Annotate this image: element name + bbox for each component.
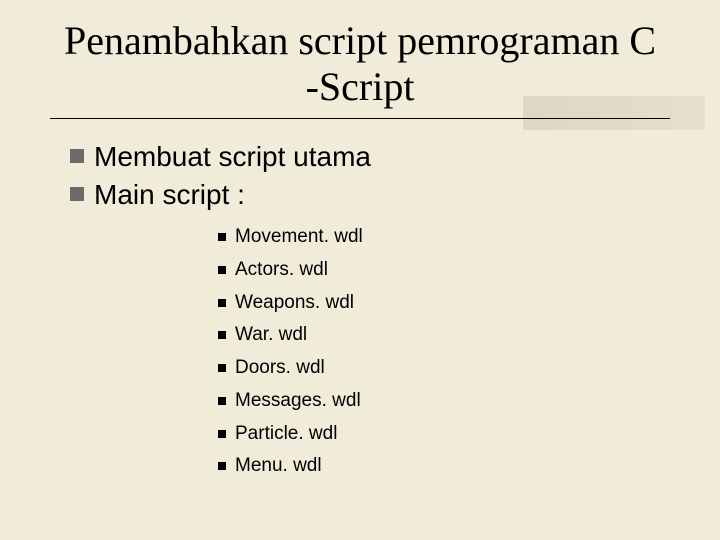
title-line-1: Penambahkan script pemrograman C [64, 18, 656, 63]
title-underline [50, 118, 670, 119]
list-item-text: Particle. wdl [235, 422, 337, 446]
list-item: Weapons. wdl [218, 291, 670, 315]
square-bullet-icon [218, 364, 226, 372]
square-bullet-icon [218, 462, 226, 470]
square-bullet-icon [218, 430, 226, 438]
square-bullet-icon [218, 299, 226, 307]
list-item-text: Movement. wdl [235, 225, 363, 249]
list-item-text: Weapons. wdl [235, 291, 354, 315]
list-item: Actors. wdl [218, 258, 670, 282]
list-item-text: Actors. wdl [235, 258, 328, 282]
list-item: Menu. wdl [218, 454, 670, 478]
list-item: War. wdl [218, 323, 670, 347]
list-item: Doors. wdl [218, 356, 670, 380]
body-content: Membuat script utama Main script : Movem… [70, 140, 670, 487]
list-item: Membuat script utama [70, 140, 670, 174]
list-item-text: Membuat script utama [94, 140, 371, 174]
square-bullet-icon [218, 233, 226, 241]
list-item: Particle. wdl [218, 422, 670, 446]
list-item: Main script : [70, 178, 670, 212]
square-bullet-icon [70, 149, 84, 163]
list-item: Messages. wdl [218, 389, 670, 413]
list-item-text: War. wdl [235, 323, 307, 347]
sub-list: Movement. wdl Actors. wdl Weapons. wdl W… [218, 225, 670, 478]
title-line-2: -Script [306, 64, 415, 109]
list-item-text: Menu. wdl [235, 454, 322, 478]
square-bullet-icon [70, 187, 84, 201]
slide: Penambahkan script pemrograman C -Script… [0, 0, 720, 540]
list-item-text: Messages. wdl [235, 389, 361, 413]
decorative-shadow [523, 96, 705, 130]
list-item: Movement. wdl [218, 225, 670, 249]
square-bullet-icon [218, 266, 226, 274]
list-item-text: Doors. wdl [235, 356, 325, 380]
square-bullet-icon [218, 331, 226, 339]
list-item-text: Main script : [94, 178, 245, 212]
square-bullet-icon [218, 397, 226, 405]
